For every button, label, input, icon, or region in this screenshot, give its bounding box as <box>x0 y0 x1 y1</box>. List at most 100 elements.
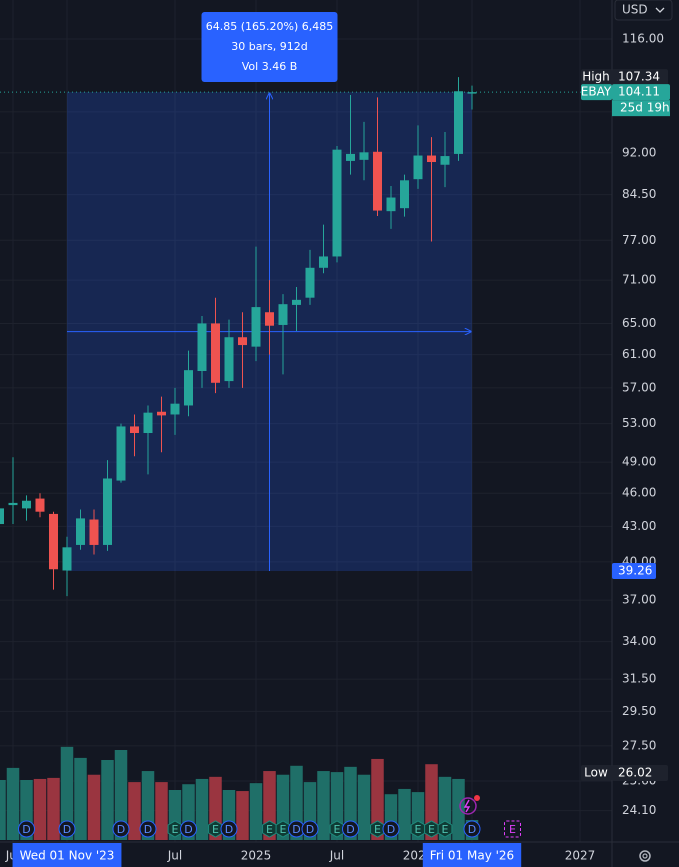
event-label: D <box>225 823 233 836</box>
x-tick-label: Jul <box>167 849 182 863</box>
high-price: 107.34 <box>618 70 660 84</box>
volume-bar <box>371 758 384 840</box>
candle-body <box>211 323 220 383</box>
volume-bar <box>114 750 128 840</box>
x-highlight-label: Wed 01 Nov '23 <box>20 849 115 863</box>
volume-bar <box>155 782 168 840</box>
candle-body <box>62 547 72 571</box>
volume-bar <box>60 746 74 840</box>
low-price-bg <box>612 764 668 781</box>
volume-bar <box>101 760 114 840</box>
candle-body <box>157 411 166 416</box>
y-tick-label: 43.00 <box>622 519 656 533</box>
event-label: E <box>266 823 273 836</box>
volume-bar <box>452 778 465 840</box>
candle-body <box>265 312 274 326</box>
event-marker-dividend <box>463 820 481 838</box>
volume-bar <box>128 782 141 840</box>
candle-body <box>76 518 85 545</box>
volume-bar <box>6 767 20 840</box>
y-tick-label: 46.00 <box>622 486 656 500</box>
candle-body <box>49 513 58 570</box>
event-marker-dividend <box>139 820 157 838</box>
event-label: D <box>468 823 476 836</box>
high-label-bg <box>581 69 612 86</box>
event-label: E <box>280 823 287 836</box>
candle-body <box>359 152 369 160</box>
y-tick-label: 92.00 <box>622 145 656 159</box>
last-price-bg <box>612 84 670 101</box>
event-marker-dividend <box>18 820 35 838</box>
volume-bar <box>425 764 438 840</box>
ai-icon-ring[interactable] <box>459 797 477 815</box>
volume-bar <box>87 774 101 840</box>
candle-body <box>440 156 450 165</box>
settings-button[interactable] <box>639 850 651 862</box>
y-tick-label: 37.00 <box>622 593 656 607</box>
symbol-label-bg <box>581 84 612 101</box>
ai-icon-dot[interactable] <box>474 795 480 801</box>
x-tick-label: 2027 <box>565 849 596 863</box>
currency-button-bg[interactable] <box>614 0 673 21</box>
event-label: E <box>212 823 219 836</box>
candle-body <box>427 155 436 163</box>
event-label: D <box>22 823 30 836</box>
volume-bar <box>236 791 249 840</box>
gear-center[interactable] <box>642 853 648 859</box>
currency-button[interactable]: USD <box>614 0 673 21</box>
price-axis: 116.00100.0092.0084.5077.0071.0065.0061.… <box>611 0 679 867</box>
y-tick-label: 57.00 <box>622 380 656 394</box>
gear-icon[interactable] <box>639 850 651 862</box>
measure-tooltip-line: 30 bars, 912d <box>231 40 307 53</box>
y-tick-label: 65.00 <box>622 316 656 330</box>
ai-icon-bolt[interactable] <box>463 799 471 813</box>
dropdown-chevron[interactable] <box>655 7 665 13</box>
candle-body <box>116 426 126 481</box>
event-label: E <box>415 823 422 836</box>
candle-body <box>251 307 261 347</box>
candle-body <box>373 151 382 211</box>
price-axis-bg <box>612 0 679 842</box>
candle-body <box>467 92 477 94</box>
candle-body <box>184 370 193 406</box>
candle-body <box>35 498 45 512</box>
countdown: 25d 19h <box>620 101 670 115</box>
candle-body <box>0 508 4 525</box>
y-tick-label: 34.00 <box>622 634 656 648</box>
candle-body <box>400 180 409 209</box>
candle-body <box>386 197 396 212</box>
x-tick-label: Jul <box>329 849 344 863</box>
event-marker-dividend <box>382 820 400 838</box>
event-marker-future <box>504 820 521 838</box>
event-label: D <box>117 823 125 836</box>
y-tick-label: 29.50 <box>622 704 656 718</box>
y-tick-label: 116.00 <box>622 32 664 46</box>
candle-body <box>89 519 99 545</box>
candle-body <box>170 403 180 415</box>
volume-bar <box>47 777 60 840</box>
measure-tooltip-line: 64.85 (165.20%) 6,485 <box>206 20 334 33</box>
low-label-bg <box>581 764 612 781</box>
candle-body <box>332 149 342 257</box>
event-label: E <box>172 823 179 836</box>
y-tick-label: 31.50 <box>622 672 656 686</box>
event-label: D <box>292 823 300 836</box>
event-label: E <box>428 823 435 836</box>
x-highlight-bg <box>12 843 122 867</box>
candle-body <box>197 323 207 371</box>
currency-label[interactable]: USD <box>622 3 648 17</box>
low-price: 26.02 <box>618 765 652 779</box>
candle-body <box>130 426 139 434</box>
y-tick-label: 53.00 <box>622 416 656 430</box>
ai-icon[interactable] <box>459 795 480 815</box>
y-tick-label: 49.00 <box>622 455 656 469</box>
x-tick-label: 2025 <box>241 849 272 863</box>
low-label: Low <box>584 765 608 779</box>
event-marker-dividend <box>342 820 359 838</box>
symbol-label: EBAY <box>581 85 612 99</box>
volume-bar <box>249 783 263 840</box>
volume-bar <box>357 774 371 840</box>
event-marker-dividend <box>112 820 130 838</box>
